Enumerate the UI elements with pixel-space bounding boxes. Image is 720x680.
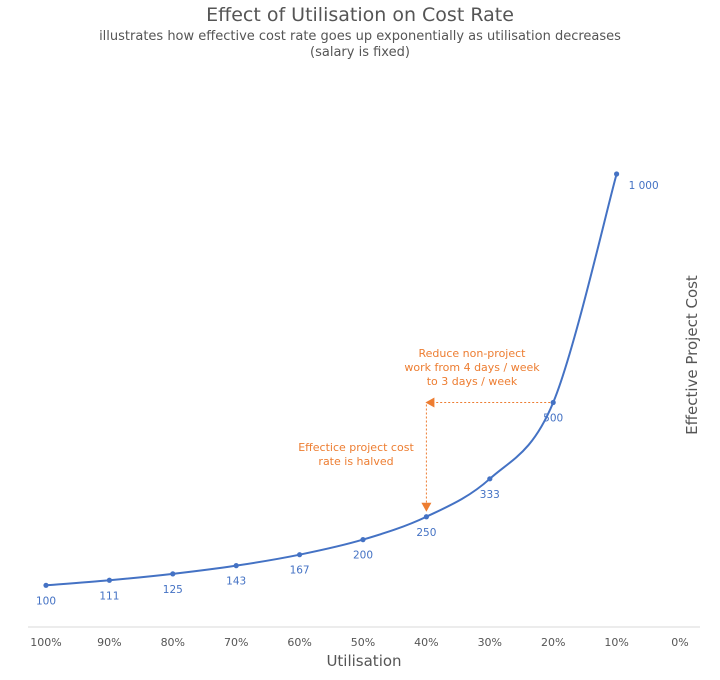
annotation-reduce-arrowhead <box>425 397 435 408</box>
x-tick-label: 10% <box>604 636 628 649</box>
data-label: 143 <box>226 576 246 588</box>
x-tick-label: 30% <box>478 636 502 649</box>
x-tick-label: 0% <box>671 636 688 649</box>
annotation-halved-text: Effectice project cost rate is halved <box>282 441 430 469</box>
data-point <box>423 514 429 520</box>
x-tick-label: 100% <box>30 636 61 649</box>
data-point <box>106 577 112 583</box>
annotation-arrows <box>421 397 551 512</box>
annotation-halved-arrowhead <box>421 502 432 512</box>
data-label: 200 <box>353 550 373 562</box>
data-label: 125 <box>163 584 183 596</box>
data-points <box>43 171 620 588</box>
data-label: 1 000 <box>629 180 659 192</box>
data-point <box>487 476 493 482</box>
data-point <box>360 537 366 543</box>
annotation-halved-line-1: Effectice project cost <box>298 441 414 454</box>
data-point <box>297 552 303 558</box>
subtitle-line-1: illustrates how effective cost rate goes… <box>99 29 621 44</box>
x-axis-label: Utilisation <box>326 652 402 670</box>
x-tick-label: 90% <box>97 636 121 649</box>
data-label: 167 <box>290 565 310 577</box>
annotation-halved-line-2: rate is halved <box>318 455 394 468</box>
x-tick-label: 80% <box>161 636 185 649</box>
data-label: 100 <box>36 595 56 607</box>
x-tick-label: 70% <box>224 636 248 649</box>
data-point <box>614 171 620 177</box>
chart-subtitle: illustrates how effective cost rate goes… <box>0 29 720 61</box>
data-label: 111 <box>99 590 119 602</box>
x-tick-label: 20% <box>541 636 565 649</box>
annotation-reduce-line-2: work from 4 days / week <box>404 361 540 374</box>
x-tick-label: 60% <box>287 636 311 649</box>
subtitle-line-2: (salary is fixed) <box>310 45 410 60</box>
x-tick-label: 40% <box>414 636 438 649</box>
annotation-reduce-text: Reduce non-project work from 4 days / we… <box>398 347 546 389</box>
x-tick-labels: 100% 90% 80% 70% 60% 50% 40% 30% 20% 10% 0% <box>30 636 688 649</box>
data-point <box>170 571 176 577</box>
chart-title: Effect of Utilisation on Cost Rate <box>206 4 514 26</box>
data-point <box>550 399 556 406</box>
annotation-reduce-line-1: Reduce non-project <box>418 347 526 360</box>
annotation-reduce-line-3: to 3 days / week <box>426 375 518 388</box>
data-labels: 100 111 125 143 167 200 250 333 500 1 000 <box>36 180 659 607</box>
y-axis-label: Effective Project Cost <box>683 275 701 435</box>
data-label: 333 <box>480 489 500 501</box>
data-point <box>43 582 49 588</box>
data-label: 250 <box>416 527 436 539</box>
data-label: 500 <box>543 413 563 425</box>
x-tick-label: 50% <box>351 636 375 649</box>
data-point <box>233 563 239 569</box>
